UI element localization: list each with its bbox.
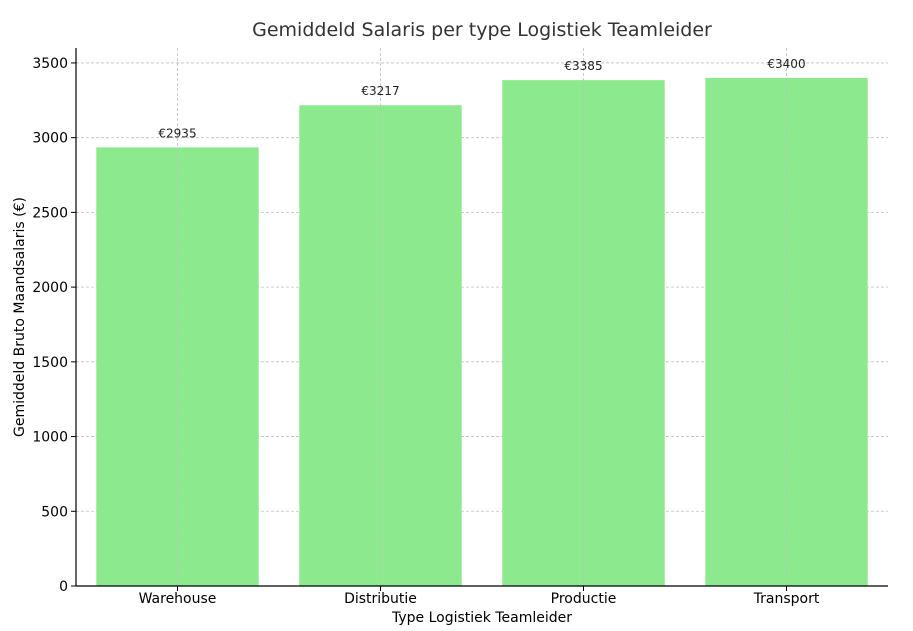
data-label: €3400: [767, 57, 805, 71]
labels: 0 500 1000 1500 2000 2500 3000 3500 Warehouse €29…: [32, 56, 819, 607]
y-tick-label: 500: [41, 504, 68, 520]
data-label: €3385: [564, 59, 602, 73]
y-tick-label: 3500: [32, 56, 68, 72]
y-tick-label: 2500: [32, 205, 68, 221]
bars: [96, 77, 868, 587]
x-axis-label: Type Logistiek Teamleider: [391, 610, 572, 626]
axes: [71, 48, 888, 591]
y-tick-label: 1500: [32, 355, 68, 371]
data-label: €3217: [361, 84, 399, 98]
y-tick-label: 1000: [32, 430, 68, 446]
y-tick-label: 3000: [32, 131, 68, 147]
chart-title: Gemiddeld Salaris per type Logistiek Tea…: [252, 19, 712, 41]
x-tick-label: Productie: [551, 591, 617, 607]
data-label: €2935: [158, 126, 196, 140]
x-tick-label: Warehouse: [139, 591, 217, 607]
x-tick-label: Distributie: [344, 591, 417, 607]
y-tick-label: 0: [59, 579, 68, 595]
x-tick-label: Transport: [753, 591, 820, 607]
y-tick-label: 2000: [32, 280, 68, 296]
bar: [705, 77, 868, 586]
y-axis-label: Gemiddeld Bruto Maandsalaris (€): [12, 197, 28, 437]
